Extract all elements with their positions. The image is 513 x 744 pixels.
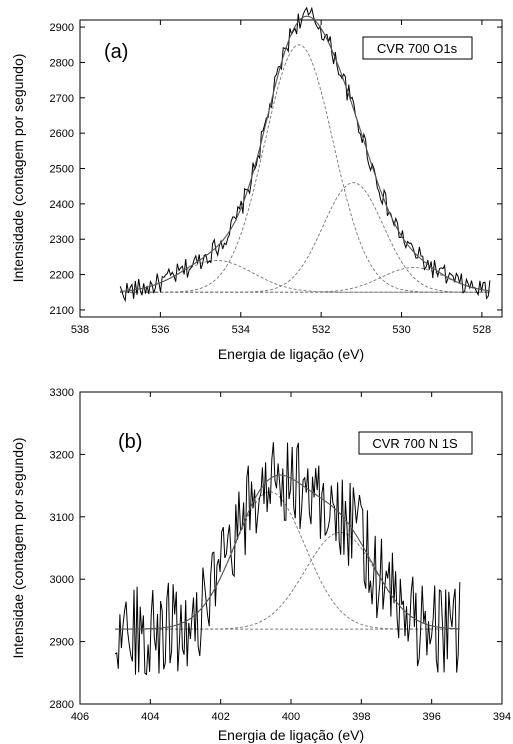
x-axis-title: Energia de ligação (eV) (218, 727, 364, 743)
y-tick-label: 2700 (50, 93, 74, 105)
y-tick-label: 3100 (50, 512, 74, 524)
y-tick-label: 2100 (50, 305, 74, 317)
legend-label: CVR 700 N 1S (372, 436, 458, 451)
y-axis-title: Intensidade (contagem por segundo) (10, 54, 26, 283)
x-tick-label: 532 (312, 324, 330, 336)
x-tick-label: 534 (232, 324, 250, 336)
y-tick-label: 2200 (50, 270, 74, 282)
y-tick-label: 2300 (50, 234, 74, 246)
raw-spectrum (119, 6, 491, 303)
component-peak (120, 44, 490, 293)
axis-ticks: 406 404 402 400 398 396 394 2800 2900 3000 3100 320… (50, 387, 512, 723)
x-tick-label: 400 (282, 711, 300, 723)
fit-envelope (120, 15, 490, 292)
chart-curves (119, 6, 491, 303)
legend-label: CVR 700 O1s (377, 41, 458, 56)
y-tick-label: 2600 (50, 128, 74, 140)
axis-ticks: 538 536 534 532 530 528 2100 2200 2300 2400 2500 26… (50, 20, 502, 336)
x-tick-label: 528 (473, 324, 491, 336)
y-tick-label: 3300 (50, 387, 74, 399)
chart-panel-a: 538 536 534 532 530 528 2100 2200 2300 2400 2500 26… (10, 6, 503, 362)
y-tick-label: 3200 (50, 449, 74, 461)
x-tick-label: 398 (352, 711, 370, 723)
chart-panel-b: 406 404 402 400 398 396 394 2800 2900 3000 3100 320… (10, 387, 511, 743)
y-tick-label: 2400 (50, 199, 74, 211)
panel-label: (b) (118, 431, 142, 453)
y-tick-label: 2500 (50, 164, 74, 176)
legend-box: CVR 700 N 1S (358, 431, 473, 455)
x-axis-title: Energia de ligação (eV) (218, 346, 364, 362)
component-peak (120, 259, 490, 293)
x-tick-label: 406 (71, 711, 89, 723)
x-tick-label: 396 (422, 711, 440, 723)
x-tick-label: 402 (211, 711, 229, 723)
y-tick-label: 2800 (50, 57, 74, 69)
x-tick-label: 394 (493, 711, 511, 723)
y-tick-label: 2900 (50, 22, 74, 34)
y-tick-label: 2800 (50, 699, 74, 711)
x-tick-label: 530 (392, 324, 410, 336)
fit-envelope (115, 474, 460, 630)
panel-label: (a) (104, 41, 128, 63)
chart-curves (114, 442, 461, 676)
legend-box: CVR 700 O1s (362, 36, 473, 60)
raw-spectrum (114, 442, 461, 676)
x-tick-label: 404 (141, 711, 159, 723)
x-tick-label: 536 (151, 324, 169, 336)
y-tick-label: 3000 (50, 574, 74, 586)
x-tick-label: 538 (71, 324, 89, 336)
y-axis-title: Intensidae (contagem por segundo) (10, 437, 26, 658)
y-tick-label: 2900 (50, 637, 74, 649)
